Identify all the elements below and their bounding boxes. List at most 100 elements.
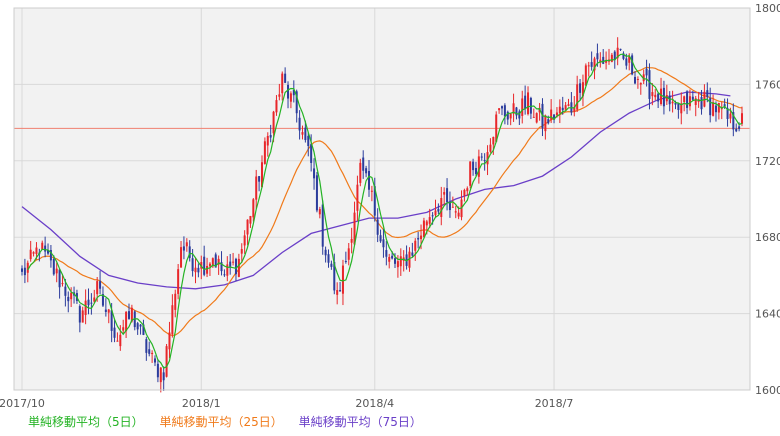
candle-body: [240, 249, 243, 254]
candle-body: [388, 257, 391, 262]
candle-body: [564, 105, 567, 110]
candle-body: [107, 309, 110, 313]
y-tick-label: 1600: [755, 384, 780, 397]
candle-body: [301, 132, 304, 135]
candle-body: [318, 209, 321, 215]
ma5-series: [27, 53, 743, 369]
candle-body: [469, 161, 472, 186]
candle-body: [498, 108, 501, 111]
candle-body: [136, 323, 139, 330]
candle-body: [480, 156, 483, 158]
x-tick-label: 2018/4: [355, 397, 394, 410]
candle-body: [347, 248, 350, 260]
candle-body: [148, 349, 151, 354]
candle-body: [648, 70, 651, 99]
candle-body: [625, 58, 628, 66]
candle-body: [500, 106, 504, 109]
candle-body: [411, 252, 414, 256]
candle-body: [379, 235, 382, 242]
candle-body: [437, 208, 440, 212]
candle-body: [440, 198, 443, 217]
candle-body: [333, 261, 336, 291]
candle-body: [93, 297, 96, 302]
candle-body: [298, 117, 301, 131]
candle-body: [628, 56, 631, 63]
candle-body: [81, 310, 84, 323]
candle-body: [668, 95, 671, 105]
candle-body: [289, 93, 292, 102]
candle-body: [550, 109, 553, 120]
candle-body: [203, 256, 206, 275]
candle-body: [234, 258, 237, 275]
candle-body: [52, 258, 55, 275]
candle-body: [651, 92, 654, 97]
candle-body: [691, 96, 694, 100]
candle-body: [524, 95, 527, 109]
candle-body: [67, 296, 70, 302]
candle-body: [732, 112, 735, 130]
candle-body: [362, 157, 365, 171]
candle-body: [284, 73, 287, 83]
candle-body: [657, 93, 660, 102]
candle-body: [272, 111, 275, 134]
candle-body: [610, 54, 613, 62]
candle-body: [740, 113, 744, 124]
candle-body: [443, 192, 446, 195]
candle-body: [396, 261, 399, 268]
candle-body: [532, 116, 535, 118]
candle-body: [26, 262, 29, 273]
candle-body: [341, 265, 344, 294]
candle-body: [677, 103, 680, 110]
candle-body: [359, 162, 362, 183]
candle-body: [246, 219, 249, 235]
candle-body: [726, 108, 729, 119]
y-tick-label: 1760: [755, 78, 780, 91]
candle-body: [336, 290, 339, 295]
candle-body: [32, 252, 35, 254]
candle-body: [70, 292, 73, 300]
candle-body: [243, 235, 246, 246]
candle-body: [634, 76, 637, 84]
candle-body: [547, 119, 550, 124]
candle-body: [353, 212, 356, 245]
candle-body: [307, 135, 310, 147]
candle-body: [394, 258, 397, 264]
candle-body: [512, 103, 515, 114]
candle-body: [266, 136, 269, 146]
ma25-series: [30, 66, 743, 337]
candle-body: [674, 102, 677, 105]
candle-body: [518, 111, 521, 119]
candle-body: [376, 219, 379, 235]
candle-body: [96, 281, 99, 295]
candle-body: [258, 176, 261, 182]
candle-body: [191, 258, 194, 272]
candle-body: [260, 162, 264, 188]
candle-body: [486, 152, 489, 165]
candle-body: [636, 78, 639, 80]
candle-body: [101, 294, 104, 306]
candle-body: [313, 168, 316, 179]
candle-body: [602, 56, 605, 64]
candle-body: [119, 334, 122, 347]
y-axis: 1600 1640 1680 1720 1760 1800: [755, 2, 780, 397]
candle-body: [20, 268, 24, 272]
candle-body: [344, 261, 347, 263]
candle-body: [385, 250, 388, 257]
plot-frame: [13, 7, 751, 391]
candle-body: [414, 240, 417, 251]
candle-body: [521, 98, 524, 116]
candle-body: [252, 199, 255, 218]
candle-body: [558, 106, 561, 114]
candle-body: [581, 82, 584, 97]
candle-body: [339, 290, 342, 292]
candle-body: [567, 104, 570, 106]
candle-body: [324, 249, 327, 256]
candle-body: [269, 135, 272, 138]
candle-body: [232, 261, 235, 263]
candle-body: [367, 170, 370, 190]
candle-body: [171, 305, 174, 335]
candle-body: [477, 156, 480, 177]
candle-body: [382, 239, 385, 248]
candle-body: [49, 250, 52, 261]
